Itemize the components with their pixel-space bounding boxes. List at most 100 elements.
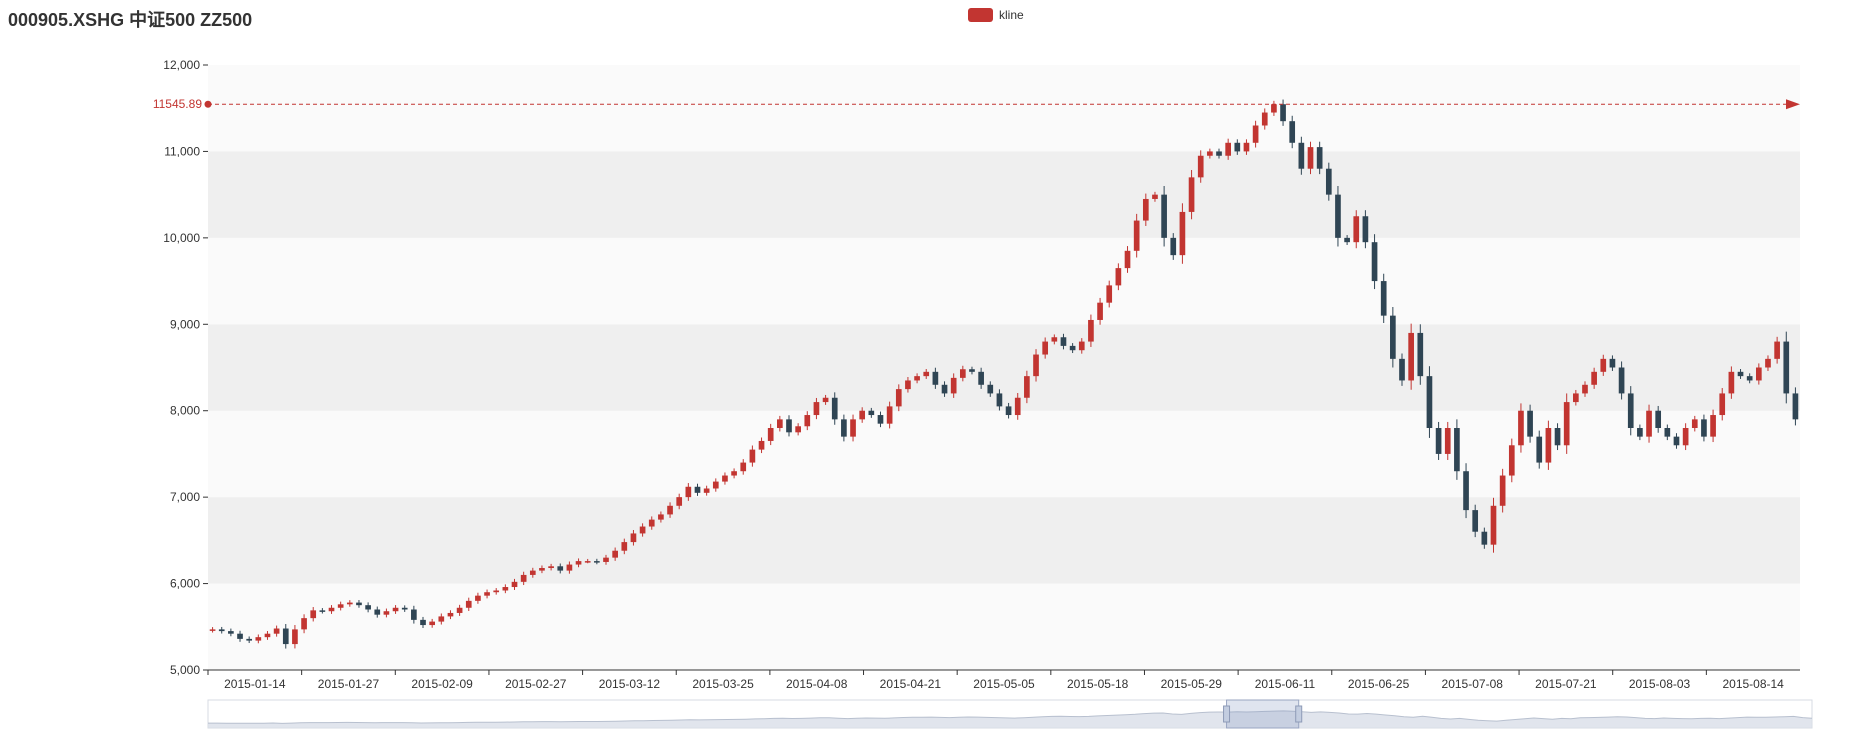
candle-body (804, 415, 811, 427)
candle-body (1664, 428, 1671, 437)
candle-body (1106, 285, 1113, 303)
candle-body (1124, 250, 1131, 269)
y-tick-label: 6,000 (170, 577, 200, 591)
y-band (208, 497, 1800, 584)
candle-body (328, 607, 335, 612)
candle-body (1152, 194, 1158, 199)
x-tick-label: 2015-02-09 (411, 677, 473, 691)
max-markline-arrow (1786, 99, 1800, 110)
candle-body (1380, 281, 1387, 316)
y-band (208, 324, 1800, 411)
candle-body (694, 486, 701, 493)
y-tick-label: 8,000 (170, 404, 200, 418)
candle-body (1527, 410, 1533, 437)
candle-body (950, 377, 957, 394)
candle-body (1554, 428, 1561, 446)
x-tick-label: 2015-05-18 (1067, 677, 1129, 691)
candle-body (1637, 428, 1643, 437)
candle-body (905, 380, 911, 390)
candle-body (1069, 345, 1076, 351)
candle-body (264, 633, 271, 638)
candle-body (1325, 168, 1332, 195)
candle-body (493, 590, 500, 593)
candle-body (1591, 371, 1597, 385)
datazoom-handle[interactable] (1223, 705, 1231, 723)
candle-body (1335, 194, 1341, 238)
candle-body (1472, 510, 1479, 532)
candle-body (346, 602, 353, 605)
candle-body (1536, 436, 1543, 463)
candle-body (1197, 155, 1204, 178)
candle-body (356, 602, 362, 606)
candle-body (401, 607, 408, 610)
candle-body (978, 371, 984, 385)
y-tick-label: 11,000 (164, 144, 200, 158)
candle-body (529, 570, 536, 575)
candle-body (639, 526, 646, 534)
x-tick-label: 2015-05-05 (973, 677, 1035, 691)
candle-body (1435, 428, 1442, 454)
x-tick-label: 2015-03-12 (599, 677, 661, 691)
candle-body (557, 566, 564, 571)
datazoom-handle[interactable] (1295, 705, 1303, 723)
candle-body (566, 564, 573, 571)
candle-body (456, 607, 463, 613)
candle-body (1216, 151, 1222, 156)
candle-body (411, 609, 417, 620)
y-band (208, 151, 1800, 238)
candle-body (1454, 428, 1460, 472)
candle-body (648, 519, 655, 527)
candle-body (969, 369, 975, 372)
candle-body (941, 384, 948, 394)
candle-body (767, 428, 774, 441)
candle-body (658, 514, 664, 520)
max-markline-label: 11545.89 (153, 97, 202, 111)
y-band (208, 410, 1800, 498)
candle-body (420, 619, 426, 626)
candle-body (484, 592, 490, 596)
candle-body (1170, 237, 1177, 256)
y-tick-label: 7,000 (170, 490, 200, 504)
candle-body (1078, 341, 1085, 351)
datazoom-window[interactable] (1226, 699, 1300, 729)
candle-body (1042, 341, 1049, 355)
candle-body (1792, 393, 1799, 420)
candle-body (813, 402, 820, 416)
candle-body (310, 610, 317, 619)
x-tick-label: 2015-08-03 (1629, 677, 1691, 691)
candle-body (841, 419, 847, 437)
datazoom-preview-area (208, 710, 1812, 728)
candle-body (520, 574, 527, 582)
chart-legend[interactable]: kline (968, 8, 1024, 22)
candle-body (1673, 436, 1680, 446)
candle-body (895, 389, 902, 407)
candle-body (237, 633, 243, 639)
candle-body (1618, 367, 1625, 394)
candle-body (1188, 177, 1195, 212)
candle-body (584, 561, 591, 563)
candle-body (1719, 393, 1726, 416)
candle-body (786, 419, 792, 433)
candle-body (1755, 367, 1762, 381)
candle-body (603, 557, 609, 562)
candle-body (630, 533, 637, 543)
candle-body (1783, 341, 1790, 394)
candle-body (1417, 332, 1424, 377)
candle-body (1627, 393, 1634, 428)
candle-body (914, 376, 920, 381)
candle-body (392, 607, 399, 612)
candle-body (1161, 194, 1167, 238)
candle-body (731, 471, 737, 476)
candle-body (740, 462, 747, 472)
candle-body (1710, 415, 1716, 437)
candle-body (959, 369, 966, 378)
y-band (208, 583, 1800, 670)
candle-body (859, 410, 866, 420)
candle-body (703, 488, 710, 493)
x-tick-label: 2015-08-14 (1722, 677, 1784, 691)
candle-body (612, 550, 618, 558)
candle-body (685, 486, 692, 498)
candle-body (1646, 410, 1652, 437)
candle-body (1316, 147, 1323, 169)
y-band (208, 237, 1800, 325)
